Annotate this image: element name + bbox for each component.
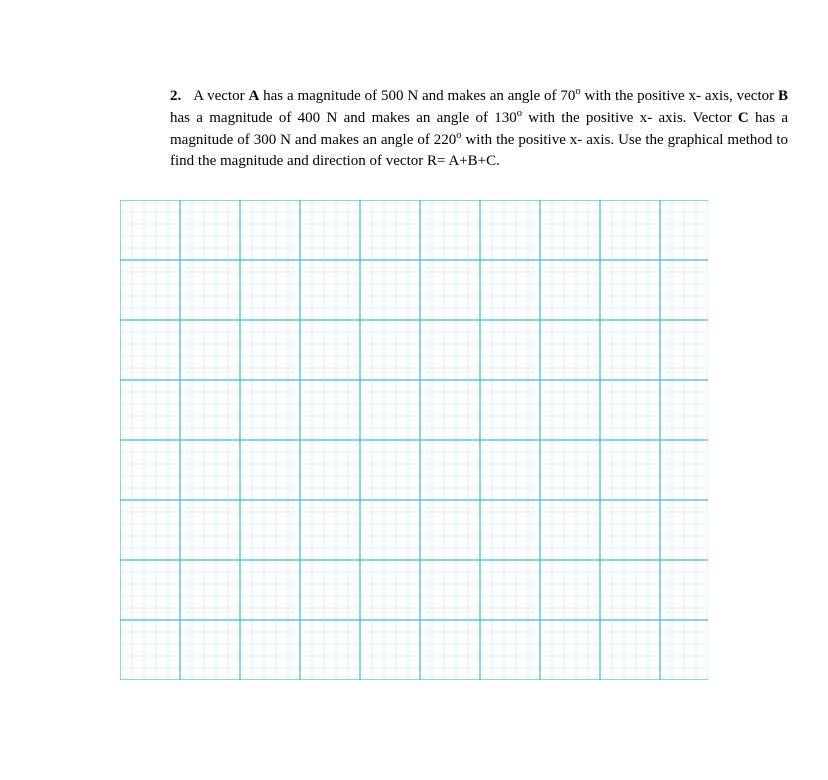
text-seg: has a magnitude of 500 N and makes an an… — [259, 88, 575, 104]
question-number: 2. — [170, 86, 181, 107]
question-block: 2.A vector A has a magnitude of 500 N an… — [170, 85, 788, 172]
text-seg: with the positive x- axis. Vector — [522, 110, 738, 126]
vector-b: B — [778, 88, 788, 104]
text-seg: A vector — [193, 88, 248, 104]
question-text: A vector A has a magnitude of 500 N and … — [170, 88, 788, 169]
text-seg: has a magnitude of 400 N and makes an an… — [170, 110, 517, 126]
graph-paper — [120, 200, 708, 680]
vector-c: C — [738, 110, 749, 126]
graph-paper-container — [120, 200, 788, 680]
vector-a: A — [248, 88, 259, 104]
text-seg: with the positive x- axis, vector — [581, 88, 778, 104]
page: 2.A vector A has a magnitude of 500 N an… — [0, 0, 828, 780]
